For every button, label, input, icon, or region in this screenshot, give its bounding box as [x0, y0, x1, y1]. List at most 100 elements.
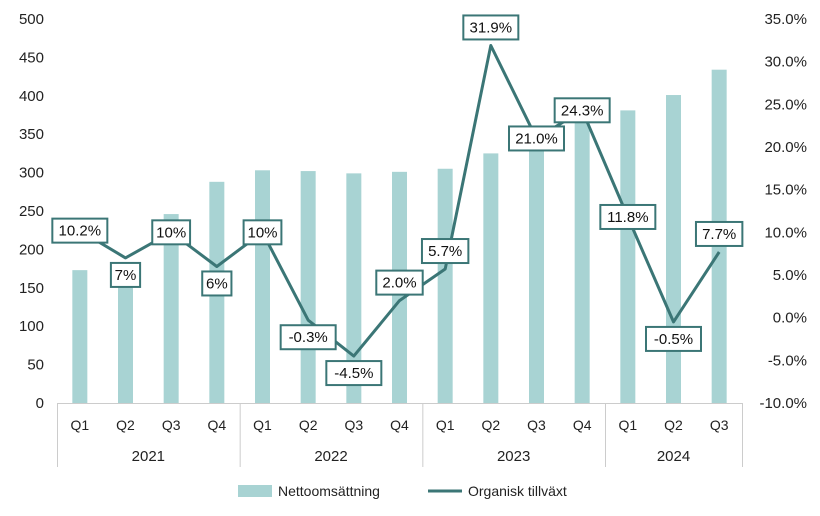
category-label: Q2 [116, 417, 135, 433]
bar [620, 110, 636, 403]
right-tick-label: 20.0% [764, 139, 807, 156]
legend-item-organisk-tillvaxt[interactable]: Organisk tillväxt [428, 483, 567, 499]
data-label: -0.3% [279, 324, 337, 351]
legend-item-nettoomsattning[interactable]: Nettoomsättning [238, 483, 380, 499]
category-label: Q3 [344, 417, 363, 433]
data-label-text: 5.7% [428, 243, 462, 260]
data-label-box [151, 219, 192, 246]
right-tick-label: -10.0% [759, 395, 807, 412]
data-label-text: 6% [206, 275, 228, 292]
data-label-text: 31.9% [470, 19, 513, 36]
right-tick-label: 5.0% [773, 267, 807, 284]
data-label-box [694, 220, 744, 247]
category-label: Q3 [710, 417, 729, 433]
right-tick-label: 25.0% [764, 96, 807, 113]
data-label: 7.7% [694, 220, 744, 247]
year-label: 2023 [497, 448, 530, 465]
data-label: 24.3% [553, 97, 611, 124]
data-label-text: 10% [247, 224, 277, 241]
year-label: 2024 [657, 448, 690, 465]
data-label-box [508, 125, 565, 152]
data-label-box [51, 217, 109, 244]
category-label: Q4 [573, 417, 592, 433]
data-label: 2.0% [375, 269, 424, 296]
data-label-box [279, 324, 337, 351]
data-label-box [325, 360, 383, 387]
data-label: 31.9% [462, 14, 520, 41]
year-label: 2022 [314, 448, 347, 465]
left-y-axis: 0 50 100 150 200 250 300 350 400 450 500 [19, 11, 44, 412]
data-label-box [645, 325, 702, 352]
legend-label: Nettoomsättning [278, 483, 380, 499]
category-label: Q1 [70, 417, 89, 433]
x-axis: Q1 Q2 Q3 Q4 Q1 Q2 Q3 Q4 Q1 Q2 Q3 Q4 Q1 Q2 Q3 2021 2022 20… [57, 403, 743, 467]
data-label: 21.0% [508, 125, 565, 152]
legend-label: Organisk tillväxt [468, 483, 567, 499]
category-label: Q4 [390, 417, 409, 433]
data-label: 6% [201, 270, 233, 297]
data-label-box [201, 270, 233, 297]
left-tick-label: 350 [19, 126, 44, 143]
bar [574, 121, 590, 404]
bar [666, 95, 681, 404]
bar [118, 262, 133, 403]
bar [346, 173, 362, 403]
data-label: -0.5% [645, 325, 702, 352]
left-tick-label: 100 [19, 318, 44, 335]
data-label: 7% [109, 261, 142, 288]
data-label-text: -4.5% [334, 365, 373, 382]
left-tick-label: 150 [19, 280, 44, 297]
bar [437, 168, 453, 403]
data-label-text: 10.2% [59, 223, 102, 240]
data-label-box [553, 97, 611, 124]
left-tick-label: 200 [19, 241, 44, 258]
right-tick-label: 30.0% [764, 54, 807, 71]
data-label-text: 7.7% [702, 226, 736, 243]
data-label-text: 21.0% [515, 130, 558, 147]
data-label: 10% [242, 219, 283, 246]
bar [255, 170, 270, 403]
left-tick-label: 400 [19, 88, 44, 105]
category-label: Q2 [481, 417, 500, 433]
data-label: 5.7% [420, 238, 470, 265]
left-tick-label: 500 [19, 11, 44, 28]
year-label: 2021 [132, 448, 165, 465]
data-label: 11.8% [599, 203, 657, 230]
data-label-text: -0.3% [289, 329, 328, 346]
bar [163, 214, 179, 403]
legend[interactable]: Nettoomsättning Organisk tillväxt [238, 483, 567, 499]
bar [483, 153, 499, 403]
left-tick-label: 250 [19, 203, 44, 220]
data-label-box [599, 203, 657, 230]
data-label-text: -0.5% [654, 331, 693, 348]
right-tick-label: 15.0% [764, 182, 807, 199]
data-label-text: 11.8% [607, 209, 648, 226]
data-label-box [420, 238, 470, 265]
bar [529, 132, 544, 403]
data-label: 10.2% [51, 217, 109, 244]
data-label-box [462, 14, 520, 41]
right-y-axis: -10.0% -5.0% 0.0% 5.0% 10.0% 15.0% 20.0% 25.0% 3… [759, 11, 807, 412]
data-label-text: 2.0% [382, 275, 416, 292]
left-tick-label: 450 [19, 49, 44, 66]
data-label: -4.5% [325, 360, 383, 387]
right-tick-label: -5.0% [768, 352, 807, 369]
legend-swatch-bar [238, 485, 272, 497]
category-label: Q1 [253, 417, 272, 433]
left-tick-label: 300 [19, 165, 44, 182]
right-tick-label: 0.0% [773, 310, 807, 327]
category-label: Q3 [162, 417, 181, 433]
category-label: Q1 [618, 417, 637, 433]
bar [300, 171, 316, 403]
bar [72, 270, 88, 403]
left-tick-label: 0 [36, 395, 44, 412]
data-label-text: 10% [156, 224, 186, 241]
data-label-box [375, 269, 424, 296]
data-label-box [109, 261, 142, 288]
data-label-text: 7% [115, 267, 137, 284]
category-label: Q2 [299, 417, 318, 433]
category-label: Q1 [436, 417, 455, 433]
data-label-box [242, 219, 283, 246]
right-tick-label: 10.0% [764, 224, 807, 241]
